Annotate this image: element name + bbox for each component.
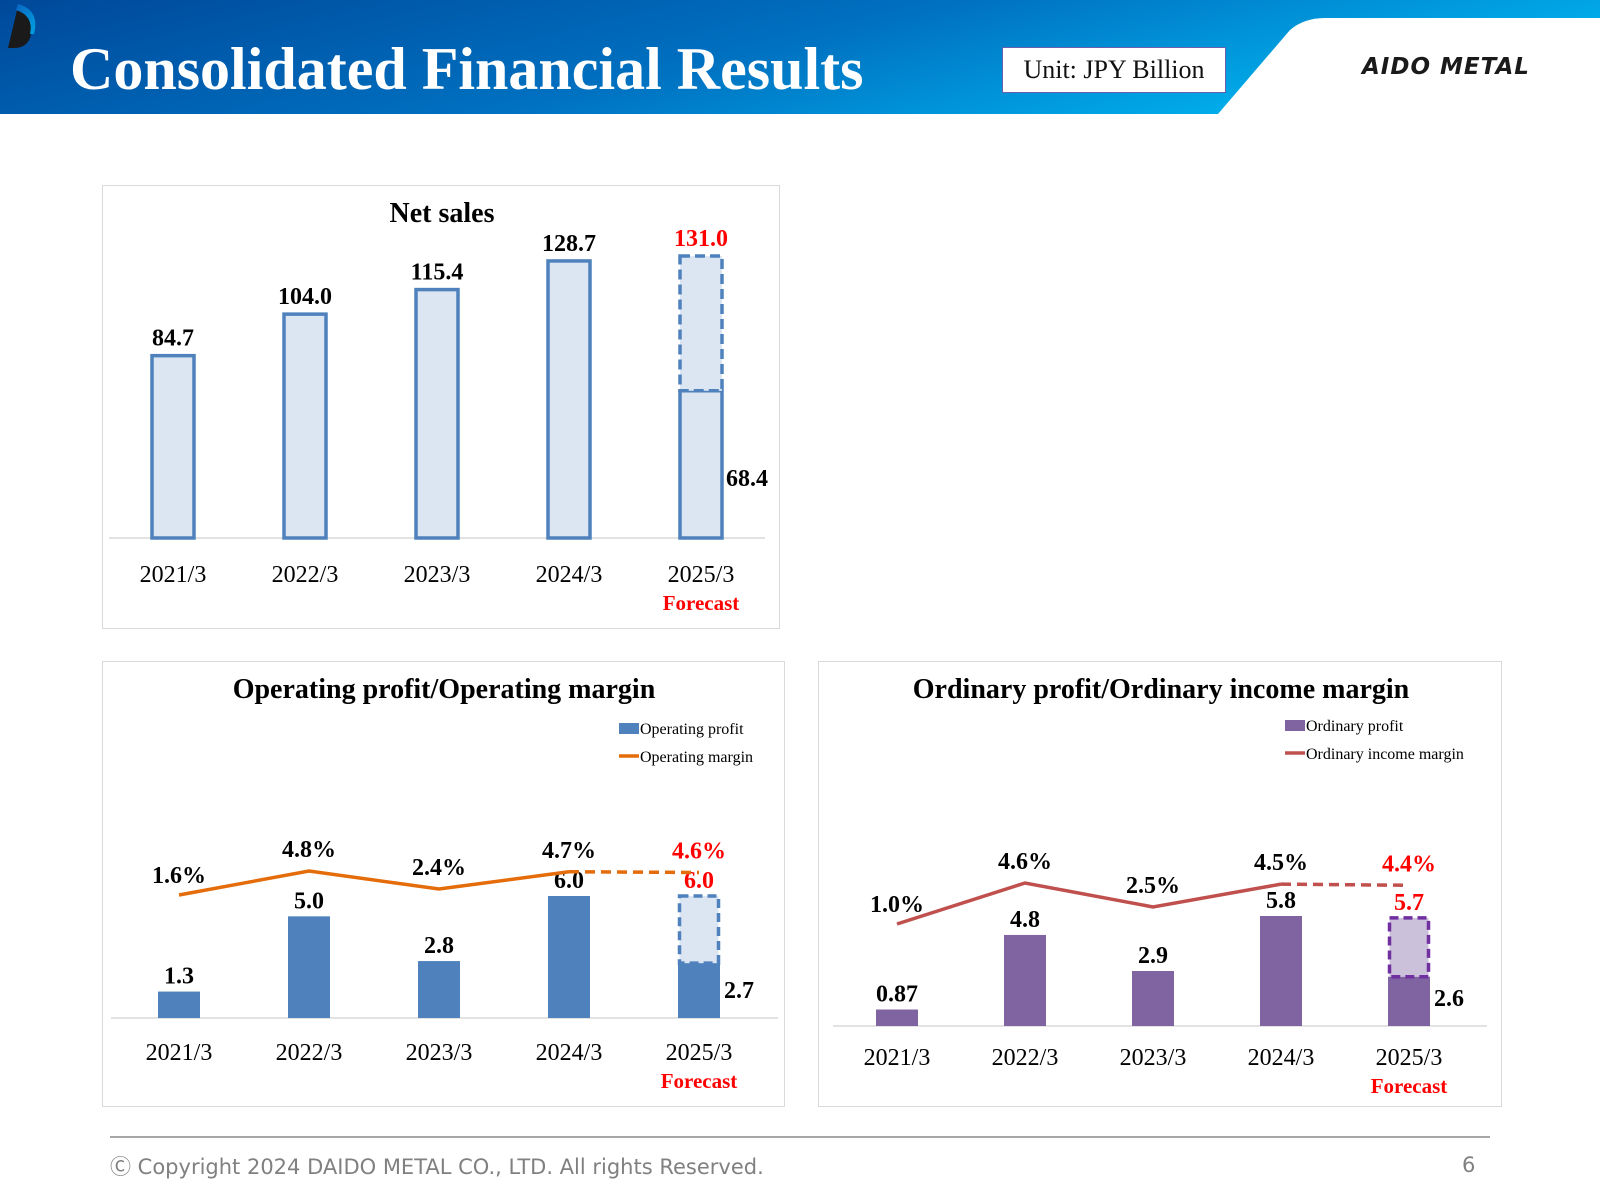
net-sales-chart: Net sales 84.7 2021/3 104.0 2022/3 115.4 2023… [109, 198, 768, 615]
footer-divider [110, 1136, 1490, 1138]
x-tick-label: 2023/3 [1120, 1045, 1187, 1071]
x-tick-label: 2024/3 [536, 1040, 603, 1066]
forecast-note: Forecast [1371, 1074, 1448, 1098]
logo-text: AIDO METAL [1362, 54, 1530, 80]
data-label: 1.3 [164, 964, 194, 990]
data-label: 2.7 [724, 978, 754, 1004]
copyright-text: Ⓒ Copyright 2024 DAIDO METAL CO., LTD. A… [110, 1155, 764, 1179]
margin-label: 1.6% [152, 863, 206, 889]
legend-label: Ordinary profit [1306, 718, 1404, 735]
bar-2021/3 [158, 991, 200, 1018]
x-tick-label: 2025/3 [668, 562, 735, 588]
forecast-label: 131.0 [674, 226, 728, 252]
bar-2021/3 [876, 1009, 918, 1026]
bar-2022/3 [1004, 934, 1046, 1026]
legend-label: Ordinary income margin [1306, 746, 1464, 763]
daido-d-logo-icon [8, 4, 36, 48]
x-tick-label: 2023/3 [404, 562, 471, 588]
chart-title: Operating profit/Operating margin [233, 674, 656, 705]
legend-label: Operating profit [640, 721, 744, 738]
data-label: 68.4 [726, 466, 768, 492]
data-label: 104.0 [278, 284, 332, 310]
forecast-note: Forecast [661, 1069, 738, 1093]
x-tick-label: 2024/3 [1248, 1045, 1315, 1071]
margin-label: 4.5% [1254, 850, 1308, 876]
margin-label: 4.6% [672, 839, 726, 865]
margin-line-forecast [1280, 882, 1410, 888]
data-label: 0.87 [876, 982, 918, 1008]
unit-label: Unit: JPY Billion [1002, 47, 1226, 93]
chart-title: Net sales [390, 198, 495, 229]
bar-2021/3 [150, 353, 196, 540]
ordinary-profit-chart: Ordinary profit/Ordinary income margin O… [833, 674, 1487, 1098]
page-number: 6 [1462, 1153, 1476, 1177]
data-label: 115.4 [411, 260, 464, 286]
bar-2024/3 [1260, 916, 1302, 1026]
bar-2025/3 [678, 389, 724, 540]
margin-label: 4.8% [282, 837, 336, 863]
margin-label: 4.6% [998, 849, 1052, 875]
net-sales-panel: Net sales 84.7 2021/3 104.0 2022/3 115.4 2023… [102, 185, 780, 629]
bar-2024/3 [548, 896, 590, 1018]
x-tick-label: 2025/3 [666, 1040, 733, 1066]
forecast-note: Forecast [663, 591, 740, 615]
forecast-label: 5.7 [1394, 890, 1424, 916]
legend-label: Operating margin [640, 749, 753, 766]
bar-2025/3 [678, 963, 720, 1018]
legend-swatch-bar [1285, 720, 1305, 731]
data-label: 128.7 [542, 231, 596, 257]
x-tick-label: 2022/3 [276, 1040, 343, 1066]
operating-profit-panel: Operating profit/Operating margin Operat… [102, 661, 785, 1107]
bar-2023/3 [414, 287, 460, 540]
data-label: 5.8 [1266, 888, 1296, 914]
header-background [0, 0, 1600, 114]
bar-2022/3 [288, 916, 330, 1018]
margin-label: 2.4% [412, 855, 466, 881]
data-label: 2.6 [1434, 986, 1464, 1012]
chart-title: Ordinary profit/Ordinary income margin [913, 674, 1410, 705]
margin-label: 2.5% [1126, 873, 1180, 899]
forecast-bar [1387, 916, 1431, 979]
x-tick-label: 2021/3 [864, 1045, 931, 1071]
bar-2022/3 [282, 312, 328, 540]
x-tick-label: 2022/3 [992, 1045, 1059, 1071]
bar-2025/3 [1388, 976, 1430, 1026]
forecast-bar [678, 254, 724, 393]
x-tick-label: 2025/3 [1376, 1045, 1443, 1071]
x-tick-label: 2021/3 [146, 1040, 213, 1066]
bar-2023/3 [418, 961, 460, 1018]
data-label: 84.7 [152, 326, 194, 352]
margin-label: 4.4% [1382, 851, 1436, 877]
margin-line-forecast [568, 870, 700, 875]
margin-line [178, 869, 570, 897]
x-tick-label: 2023/3 [406, 1040, 473, 1066]
x-tick-label: 2022/3 [272, 562, 339, 588]
header-banner: Consolidated Financial Results Unit: JPY… [0, 0, 1600, 114]
x-tick-label: 2021/3 [140, 562, 207, 588]
operating-profit-chart: Operating profit/Operating margin Operat… [111, 674, 778, 1093]
bar-2023/3 [1132, 971, 1174, 1026]
data-label: 5.0 [294, 888, 324, 914]
page-title: Consolidated Financial Results [70, 36, 864, 102]
data-label: 4.8 [1010, 907, 1040, 933]
margin-label: 1.0% [870, 892, 924, 918]
legend-swatch-bar [619, 723, 639, 734]
forecast-bar [677, 894, 721, 965]
bar-2024/3 [546, 259, 592, 540]
data-label: 2.8 [424, 933, 454, 959]
margin-line [896, 881, 1282, 926]
data-label: 2.9 [1138, 943, 1168, 969]
x-tick-label: 2024/3 [536, 562, 603, 588]
margin-label: 4.7% [542, 838, 596, 864]
ordinary-profit-panel: Ordinary profit/Ordinary income margin O… [818, 661, 1502, 1107]
